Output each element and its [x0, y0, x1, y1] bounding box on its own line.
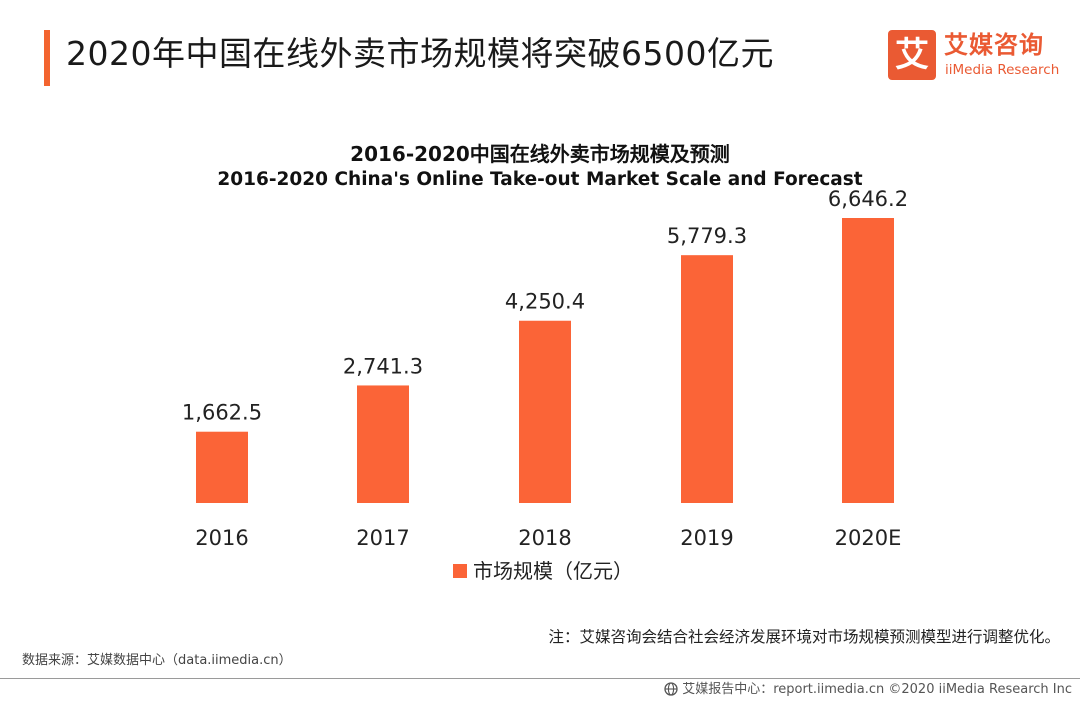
bar-2016 [196, 431, 248, 503]
value-label-2017: 2,741.3 [343, 354, 423, 378]
value-label-2019: 5,779.3 [667, 224, 747, 248]
x-tick-2017: 2017 [356, 526, 409, 550]
chart-note: 注：艾媒咨询会结合社会经济发展环境对市场规模预测模型进行调整优化。 [548, 628, 1060, 646]
logo-mark-icon: 艾 [888, 30, 936, 80]
bar-2020E [842, 218, 894, 503]
page-title: 2020年中国在线外卖市场规模将突破6500亿元 [66, 34, 774, 73]
footer: 艾媒报告中心：report.iimedia.cn ©2020 iiMedia R… [664, 680, 1072, 700]
logo-english-name: iiMedia Research [945, 62, 1060, 78]
legend-label: 市场规模（亿元） [473, 559, 633, 583]
title-accent-bar [44, 30, 50, 86]
value-label-2016: 1,662.5 [182, 401, 262, 425]
x-tick-2020E: 2020E [835, 526, 902, 550]
value-label-2018: 4,250.4 [505, 290, 585, 314]
footer-text: 艾媒报告中心：report.iimedia.cn ©2020 iiMedia R… [682, 682, 1072, 697]
chart-title: 2016-2020中国在线外卖市场规模及预测 [350, 142, 730, 166]
bar-2018 [519, 320, 571, 503]
data-source: 数据来源：艾媒数据中心（data.iimedia.cn） [22, 653, 292, 668]
x-tick-2019: 2019 [680, 526, 733, 550]
x-tick-2018: 2018 [518, 526, 571, 550]
brand-logo: 艾 艾媒咨询 iiMedia Research [888, 30, 1060, 82]
legend-swatch [453, 564, 467, 578]
footer-divider [0, 678, 1080, 679]
globe-icon [664, 682, 678, 696]
chart-subtitle: 2016-2020 China's Online Take-out Market… [217, 169, 863, 190]
value-label-2020E: 6,646.2 [828, 187, 908, 211]
logo-chinese-name: 艾媒咨询 [944, 31, 1044, 59]
bar-2019 [681, 255, 733, 503]
x-tick-2016: 2016 [195, 526, 248, 550]
bar-2017 [357, 385, 409, 503]
